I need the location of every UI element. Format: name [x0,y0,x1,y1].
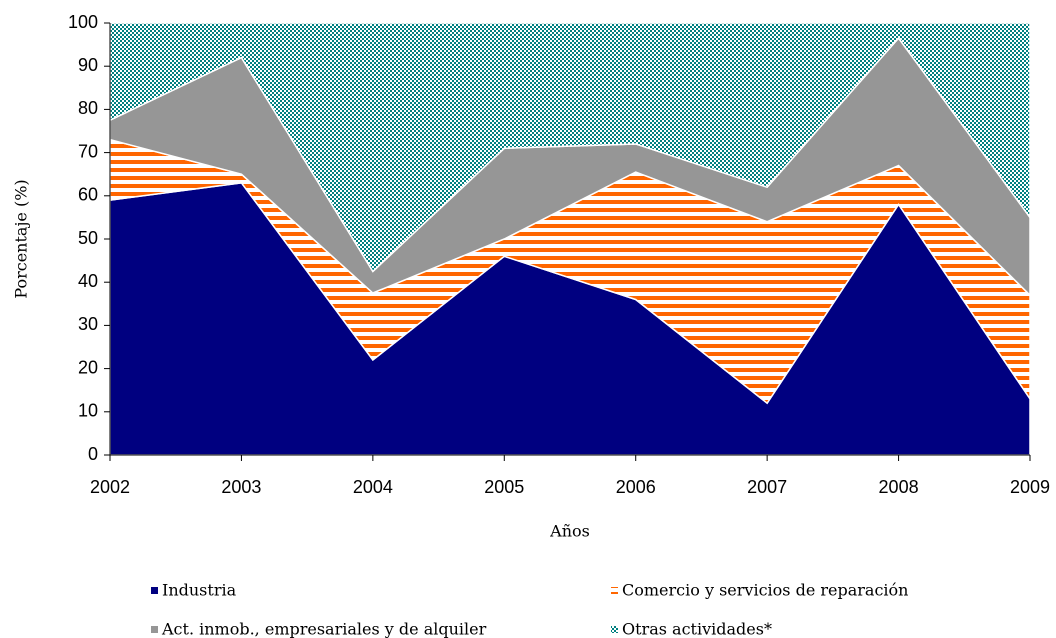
legend-label: Comercio y servicios de reparación [622,581,908,600]
legend-swatch [611,626,618,633]
x-tick-label: 2009 [1010,477,1050,497]
y-tick-label: 0 [88,444,98,464]
y-tick-label: 20 [78,357,98,377]
legend-label: Otras actividades* [622,620,772,638]
legend-swatch [151,587,158,594]
legend-swatch [611,587,618,594]
x-tick-label: 2005 [484,477,524,497]
legend-swatch [151,626,158,633]
y-tick-label: 50 [78,228,98,248]
y-tick-label: 10 [78,401,98,421]
y-tick-label: 30 [78,314,98,334]
area [109,22,1031,273]
y-tick-label: 60 [78,185,98,205]
legend-label: Act. inmob., empresariales y de alquiler [161,620,487,638]
y-tick-label: 80 [78,98,98,118]
y-tick-label: 100 [68,12,98,32]
legend-label: Industria [162,581,237,600]
x-tick-label: 2008 [879,477,919,497]
y-tick-label: 40 [78,271,98,291]
x-tick-label: 2006 [616,477,656,497]
y-axis-title: Porcentaje (%) [12,179,31,298]
x-axis-title: Años [549,522,590,541]
x-tick-label: 2002 [90,477,130,497]
x-tick-label: 2003 [221,477,261,497]
x-tick-label: 2004 [353,477,393,497]
x-tick-label: 2007 [747,477,787,497]
y-tick-label: 90 [78,55,98,75]
y-tick-label: 70 [78,141,98,161]
